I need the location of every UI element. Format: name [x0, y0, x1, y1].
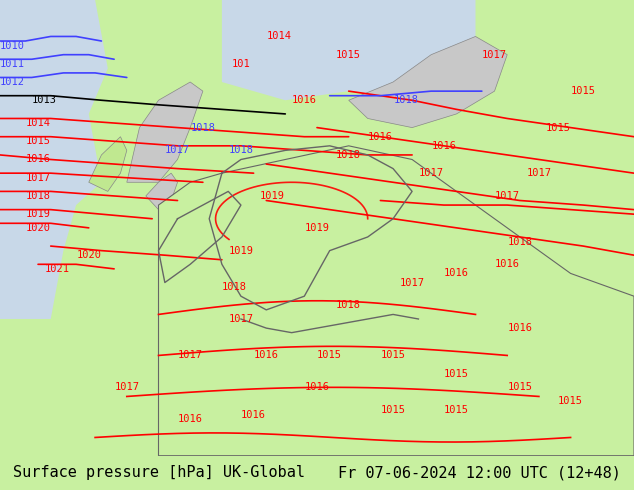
Text: 1016: 1016 — [444, 269, 469, 278]
Text: 1018: 1018 — [228, 146, 254, 155]
Text: 1015: 1015 — [571, 86, 596, 96]
Text: 1021: 1021 — [44, 264, 70, 274]
Polygon shape — [222, 0, 476, 100]
Text: 1018: 1018 — [336, 300, 361, 310]
Text: 1020: 1020 — [25, 223, 51, 233]
Text: 1010: 1010 — [0, 41, 25, 50]
Text: 1015: 1015 — [317, 350, 342, 361]
Text: 1012: 1012 — [0, 77, 25, 87]
Text: 1018: 1018 — [190, 122, 216, 133]
Text: 1016: 1016 — [495, 259, 520, 270]
Text: 1015: 1015 — [507, 382, 533, 392]
Text: 1017: 1017 — [399, 277, 425, 288]
Text: 1016: 1016 — [507, 323, 533, 333]
Text: 1017: 1017 — [114, 382, 139, 392]
Text: 1016: 1016 — [254, 350, 279, 361]
Polygon shape — [349, 36, 507, 127]
Text: 1014: 1014 — [25, 118, 51, 128]
Text: 1015: 1015 — [444, 405, 469, 415]
Text: 1015: 1015 — [545, 122, 571, 133]
Text: 1016: 1016 — [25, 154, 51, 165]
Text: 1016: 1016 — [368, 132, 393, 142]
Text: 1015: 1015 — [380, 405, 406, 415]
Polygon shape — [158, 146, 634, 456]
Polygon shape — [0, 0, 108, 319]
Text: 1015: 1015 — [444, 368, 469, 379]
Text: 1018: 1018 — [336, 150, 361, 160]
Text: 1019: 1019 — [25, 209, 51, 219]
Text: 1019: 1019 — [260, 191, 285, 201]
Text: 1019: 1019 — [304, 223, 330, 233]
Text: 1017: 1017 — [526, 168, 552, 178]
Text: 1015: 1015 — [380, 350, 406, 361]
Text: 1017: 1017 — [228, 314, 254, 324]
Text: 1016: 1016 — [178, 414, 203, 424]
Text: 1017: 1017 — [495, 191, 520, 201]
Text: 101: 101 — [231, 59, 250, 69]
Text: 1018: 1018 — [507, 237, 533, 246]
Text: 1017: 1017 — [178, 350, 203, 361]
Text: 1016: 1016 — [304, 382, 330, 392]
Polygon shape — [89, 137, 127, 192]
Text: 1016: 1016 — [431, 141, 456, 151]
Text: 1017: 1017 — [25, 172, 51, 183]
Text: 1018: 1018 — [393, 95, 418, 105]
Text: 1018: 1018 — [222, 282, 247, 292]
Text: 1017: 1017 — [165, 146, 190, 155]
Text: Fr 07-06-2024 12:00 UTC (12+48): Fr 07-06-2024 12:00 UTC (12+48) — [339, 466, 621, 480]
Text: 1017: 1017 — [418, 168, 444, 178]
Text: Surface pressure [hPa] UK-Global: Surface pressure [hPa] UK-Global — [13, 466, 305, 480]
Polygon shape — [127, 82, 203, 182]
Text: 1014: 1014 — [266, 31, 292, 42]
Text: 1015: 1015 — [336, 49, 361, 60]
Text: 1013: 1013 — [32, 95, 57, 105]
Text: 1015: 1015 — [25, 136, 51, 147]
Text: 1019: 1019 — [228, 245, 254, 256]
Polygon shape — [146, 173, 178, 210]
Text: 1018: 1018 — [25, 191, 51, 201]
Text: 1015: 1015 — [558, 396, 583, 406]
Text: 1017: 1017 — [482, 49, 507, 60]
Text: 1011: 1011 — [0, 59, 25, 69]
Text: 1016: 1016 — [241, 410, 266, 420]
Text: 1016: 1016 — [292, 95, 317, 105]
Text: 1020: 1020 — [76, 250, 101, 260]
